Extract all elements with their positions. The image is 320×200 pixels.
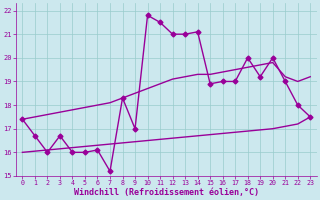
X-axis label: Windchill (Refroidissement éolien,°C): Windchill (Refroidissement éolien,°C) bbox=[74, 188, 259, 197]
